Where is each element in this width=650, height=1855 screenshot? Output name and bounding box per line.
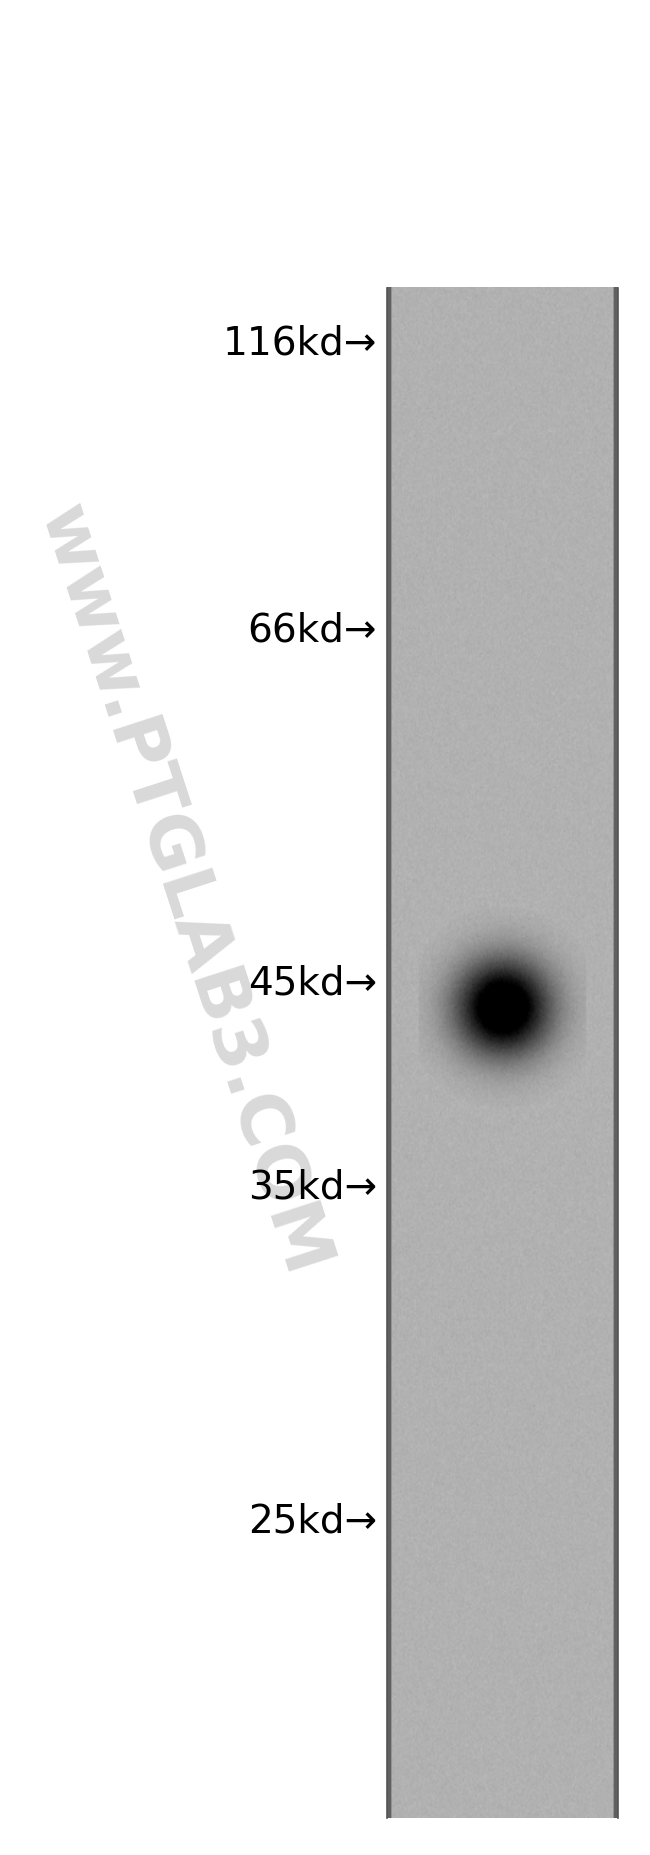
Text: 66kd→: 66kd→ [248, 612, 377, 649]
Text: 45kd→: 45kd→ [248, 965, 377, 1002]
Text: www.PTGLAB3.COM: www.PTGLAB3.COM [25, 497, 339, 1284]
Text: 116kd→: 116kd→ [222, 325, 377, 362]
Text: 35kd→: 35kd→ [248, 1169, 377, 1206]
Text: 25kd→: 25kd→ [248, 1503, 377, 1540]
